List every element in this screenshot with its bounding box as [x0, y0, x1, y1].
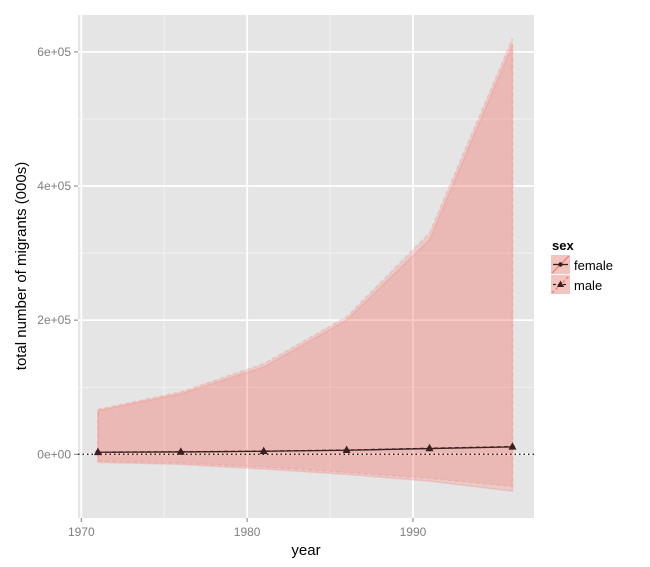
marker-male	[176, 447, 185, 455]
marker-male	[342, 445, 351, 454]
x-axis: 1970 1980 1990	[68, 518, 427, 539]
marker-male	[425, 443, 434, 452]
marker-male	[259, 446, 268, 455]
y-axis: 0e+00 2e+05 4e+05 6e+05	[37, 45, 78, 461]
series-lines	[97, 445, 513, 453]
line-male	[97, 445, 513, 453]
legend-keys	[551, 255, 570, 294]
ribbon-female	[97, 44, 514, 493]
legend-label-male: male	[574, 278, 602, 293]
y-tick-label: 0e+00	[37, 447, 71, 461]
y-tick-label: 6e+05	[37, 45, 71, 59]
legend-label-female: female	[574, 258, 613, 273]
y-tick-label: 2e+05	[37, 313, 71, 327]
x-tick-label: 1980	[234, 525, 261, 539]
plot-panel	[78, 15, 534, 518]
grid-minor	[78, 15, 534, 518]
marker-male	[508, 442, 517, 450]
ribbons	[97, 38, 514, 493]
series-markers	[93, 442, 517, 456]
legend-title: sex	[552, 238, 574, 253]
legend-key-marker-female	[558, 262, 563, 267]
y-tick-label: 4e+05	[37, 179, 71, 193]
x-tick-label: 1990	[400, 525, 427, 539]
legend-key-marker-male	[557, 280, 564, 287]
ribbon-male	[97, 38, 514, 488]
legend: sex female male	[551, 238, 613, 294]
grid-major	[78, 15, 534, 518]
y-axis-title: total number of migrants (000s)	[13, 162, 30, 370]
x-axis-title: year	[291, 542, 320, 559]
marker-male	[93, 447, 102, 456]
x-tick-label: 1970	[68, 525, 95, 539]
